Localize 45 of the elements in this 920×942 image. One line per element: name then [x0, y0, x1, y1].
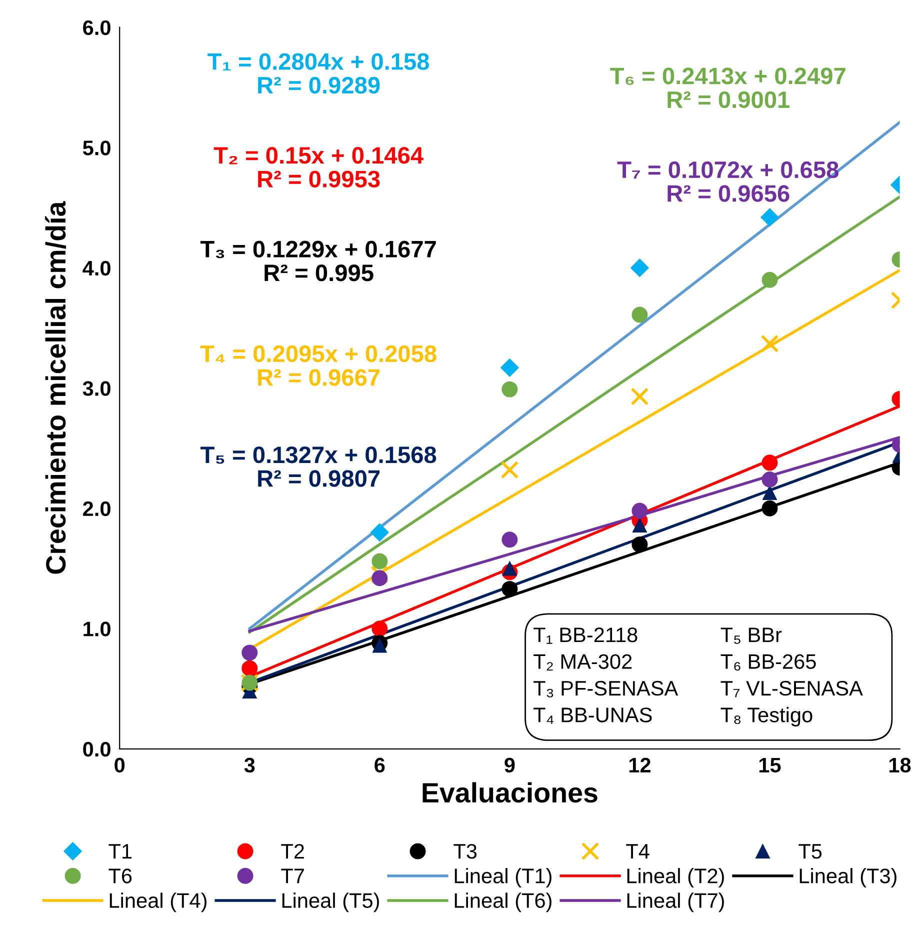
legend-label: Lineal (T5)	[282, 892, 379, 912]
y-tick-label: 0.0	[83, 742, 110, 757]
x-tick-label: 9	[504, 758, 515, 773]
y-tick-label: 6.0	[83, 20, 110, 36]
annotation: T₃ = 0.1229x + 0.1677 R² = 0.995	[200, 240, 436, 282]
legend-label: Lineal (T6)	[454, 892, 552, 912]
x-tick-label: 3	[244, 758, 255, 773]
x-axis-title: Evaluaciones	[422, 782, 598, 803]
x-tick-label: 12	[629, 758, 650, 772]
legend-label: Lineal (T3)	[800, 868, 896, 888]
x-tick-label: 6	[374, 758, 385, 773]
legend-label: T6	[108, 868, 132, 884]
legend-label: T2	[281, 844, 304, 859]
x-tick-label: 15	[759, 758, 781, 773]
y-tick-label: 1.0	[84, 622, 110, 636]
legend-label: T1	[108, 844, 132, 859]
legend-label: T3	[454, 844, 477, 859]
annotation: T₂ = 0.15x + 0.1464 R² = 0.9953	[214, 147, 424, 188]
annotation: T₇ VL-SENASA	[720, 680, 863, 698]
annotation: T₃ PF-SENASA	[534, 680, 678, 698]
annotation: T₁ BB-2118	[534, 627, 638, 644]
annotation: T₆ BB-265	[720, 654, 816, 671]
y-tick-label: 5.0	[82, 140, 110, 156]
legend-label: T5	[798, 844, 822, 859]
annotation: T₆ = 0.2413x + 0.2497 R² = 0.9001	[610, 68, 846, 108]
y-axis-title: Crecimiento micellial cm/día	[45, 201, 66, 574]
y-tick-label: 4.0	[82, 260, 110, 276]
annotation: T₄ BB-UNAS	[534, 708, 652, 724]
legend-label: Lineal (T2)	[627, 868, 724, 888]
annotation: T₅ = 0.1327x + 0.1568 R² = 0.9807	[200, 446, 436, 487]
legend-label: Lineal (T4)	[110, 892, 206, 912]
x-tick-label: 0	[114, 758, 125, 773]
x-tick-label: 18	[889, 758, 911, 773]
y-tick-label: 3.0	[82, 381, 110, 396]
y-tick-label: 2.0	[83, 501, 110, 516]
annotation: T₈ Testigo	[720, 707, 812, 726]
annotation: T₂ MA-302	[534, 654, 632, 671]
annotation: T₅ BBr	[720, 628, 782, 644]
annotation: T₁ = 0.2804x + 0.158 R² = 0.9289	[208, 53, 430, 94]
annotation: T₇ = 0.1072x + 0.658 R² = 0.9656	[617, 161, 838, 202]
legend-label: T7	[281, 868, 304, 884]
annotation: T₄ = 0.2095x + 0.2058 R² = 0.9667	[200, 345, 436, 386]
legend-label: T4	[626, 844, 650, 859]
legend-label: Lineal (T7)	[627, 892, 724, 912]
legend-label: Lineal (T1)	[454, 868, 552, 888]
